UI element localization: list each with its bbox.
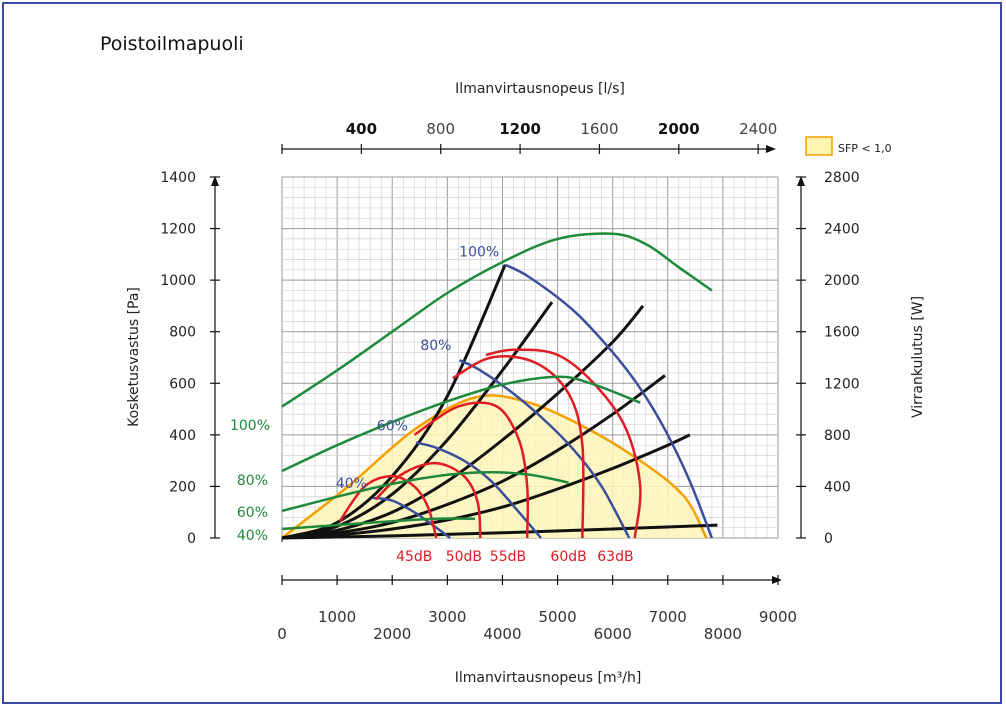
left-axis-label: Kosketusvastus [Pa] <box>126 287 142 427</box>
top-axis-tick-label: 800 <box>426 120 455 138</box>
bottom-axis-tick-label-lower: 4000 <box>483 625 521 643</box>
bottom-axis-tick-label-upper: 1000 <box>318 608 356 626</box>
top-axis-tick-label: 2400 <box>739 120 777 138</box>
sound-curve-55dB <box>413 401 530 539</box>
bottom-axis-tick-label-upper: 9000 <box>759 608 797 626</box>
sound-curve-60dB <box>452 355 585 539</box>
top-axis-tick-label: 400 <box>346 120 377 138</box>
bottom-axis-label: Ilmanvirtausnopeus [m³/h] <box>455 670 642 686</box>
sfp-boundary-line <box>281 394 708 539</box>
right-axis-tick-label: 1200 <box>824 376 860 392</box>
system-curve-line <box>281 304 645 540</box>
bottom-axis-tick-label-upper: 7000 <box>649 608 687 626</box>
chart-title: Poistoilmapuoli <box>100 33 244 55</box>
axis-layer: 0 200 400 600 800 1000 1200 1400 0 400 800 1200 1600… <box>160 120 859 643</box>
fan-curve-40pct <box>372 496 451 540</box>
legend-sfp-label: SFP < 1,0 <box>838 142 892 155</box>
fan-curve-label: 80% <box>420 338 451 354</box>
power-curve-80pct <box>281 375 641 473</box>
right-axis-tick-label: 1600 <box>824 325 860 341</box>
bottom-axis-tick-label-upper: 3000 <box>428 608 466 626</box>
left-axis-tick-label: 1000 <box>160 273 196 289</box>
top-axis-tick-label: 1600 <box>580 120 618 138</box>
label-layer: 100% 80% 60% 40% 100% 80% 60% 40% 45dB 50dB 55dB 60… <box>230 245 634 565</box>
power-curve-label: 80% <box>237 473 268 489</box>
right-axis-label: Virrankulutus [W] <box>910 296 926 418</box>
bottom-axis-tick-label-upper: 5000 <box>538 608 576 626</box>
sfp-region-layer <box>281 394 708 539</box>
power-curve-60pct <box>281 470 569 513</box>
right-axis-tick-label: 2400 <box>824 222 860 238</box>
fan-curve-label: 60% <box>377 419 408 435</box>
sfp-region-fill <box>282 395 707 538</box>
bottom-axis-tick-label-lower: 8000 <box>704 625 742 643</box>
system-curve-line <box>281 374 666 540</box>
right-axis-tick-label: 0 <box>824 531 833 547</box>
power-curve-label: 40% <box>237 528 268 544</box>
fan-curve-60pct <box>415 441 542 539</box>
sound-curve-label: 45dB <box>396 549 432 565</box>
system-curve-line <box>281 433 691 540</box>
left-axis-tick-label: 200 <box>169 479 196 495</box>
sound-curve-50dB <box>374 461 482 539</box>
legend-sfp-swatch <box>805 136 833 156</box>
system-curve-line <box>281 301 554 540</box>
fan-curve-label: 100% <box>459 245 499 261</box>
bottom-axis-tick-label-lower: 6000 <box>594 625 632 643</box>
sound-curve-label: 55dB <box>490 549 526 565</box>
right-axis-tick-label: 400 <box>824 479 851 495</box>
sound-curve-label: 60dB <box>550 549 586 565</box>
right-axis-arrow <box>797 176 805 186</box>
left-axis-tick-label: 600 <box>169 376 196 392</box>
fan-curve-100pct <box>504 263 714 539</box>
top-axis-arrow <box>766 145 776 153</box>
sound-curve-label: 63dB <box>597 549 633 565</box>
power-curve-label: 100% <box>230 418 270 434</box>
left-axis-tick-label: 0 <box>187 531 196 547</box>
left-axis-tick-label: 400 <box>169 428 196 444</box>
power-curve-100pct <box>281 232 713 408</box>
power-curve-label: 60% <box>237 505 268 521</box>
bottom-axis-tick-label-lower: 2000 <box>373 625 411 643</box>
bottom-axis-arrow <box>772 576 782 584</box>
top-axis-tick-label: 2000 <box>658 120 700 138</box>
top-axis-label: Ilmanvirtausnopeus [l/s] <box>455 81 625 97</box>
right-axis-tick-label: 2000 <box>824 273 860 289</box>
right-axis-tick-label: 800 <box>824 428 851 444</box>
left-axis-tick-label: 1200 <box>160 222 196 238</box>
system-curve-line <box>281 523 718 540</box>
bottom-axis-tick-label-lower: 0 <box>277 625 287 643</box>
right-axis-tick-label: 2800 <box>824 170 860 186</box>
curve-layer <box>281 232 718 540</box>
top-axis-tick-label: 1200 <box>499 120 541 138</box>
power-curve-40pct <box>281 517 475 531</box>
sound-curve-label: 50dB <box>446 549 482 565</box>
left-axis-arrow <box>211 176 219 186</box>
fan-curve-80pct <box>458 358 631 539</box>
sound-curve-45dB <box>338 474 438 539</box>
left-axis-tick-label: 800 <box>169 325 196 341</box>
fan-curve-label: 40% <box>336 476 367 492</box>
left-axis-tick-label: 1400 <box>160 170 196 186</box>
